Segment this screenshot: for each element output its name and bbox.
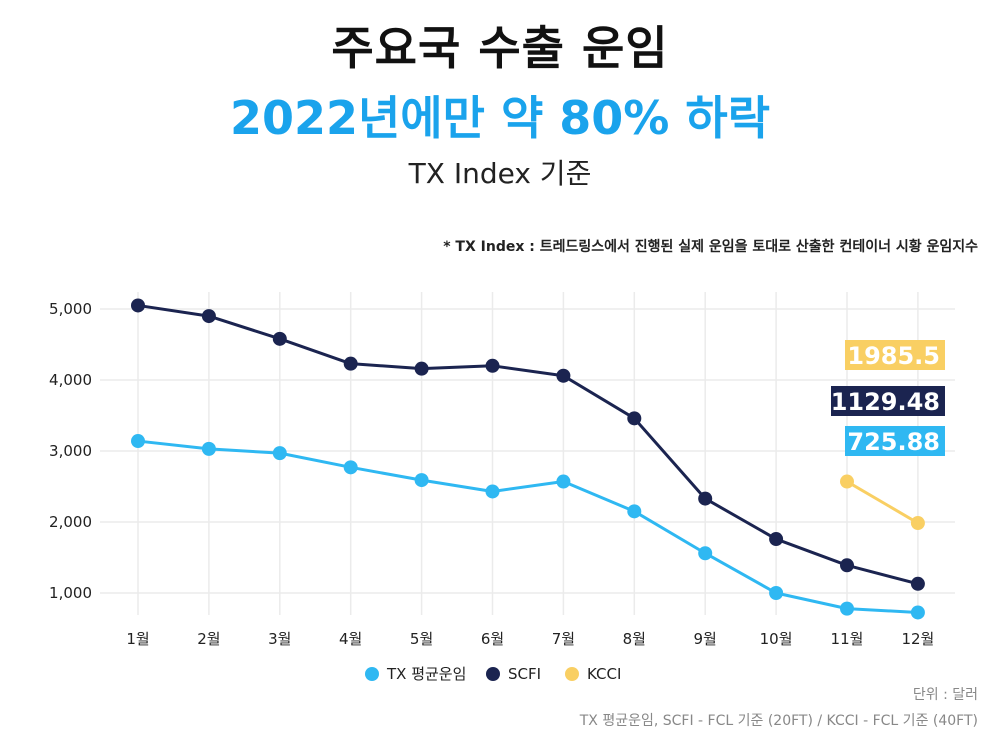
end-value-label: 1129.48 — [831, 388, 940, 416]
data-point — [698, 491, 713, 506]
data-point — [698, 546, 713, 561]
data-point — [201, 441, 216, 456]
data-point — [272, 331, 287, 346]
data-point — [769, 532, 784, 547]
legend-marker — [365, 667, 379, 681]
data-point — [343, 356, 358, 371]
unit-label: 단위 : 달러 — [912, 687, 978, 703]
data-point — [485, 484, 500, 499]
y-tick-label: 2,000 — [49, 513, 92, 531]
data-point — [556, 474, 571, 489]
data-point — [131, 434, 145, 449]
x-tick-label: 9월 — [694, 630, 717, 648]
series-line — [137, 303, 919, 586]
x-tick-label: 3월 — [268, 630, 291, 648]
data-point — [414, 361, 429, 376]
legend-marker — [486, 667, 500, 681]
data-point — [627, 411, 642, 426]
end-value-badge — [845, 340, 945, 370]
data-point — [910, 576, 925, 591]
data-point — [414, 473, 429, 488]
x-tick-label: 12월 — [901, 630, 934, 648]
x-tick-label: 1월 — [126, 630, 149, 648]
end-value-badge — [845, 426, 945, 456]
y-tick-label: 4,000 — [49, 371, 92, 389]
index-note: * TX Index : 트레드링스에서 진행된 실제 운임을 토대로 산출한 … — [443, 239, 978, 255]
chart-title: 주요국 수출 운임 — [331, 21, 669, 75]
data-point — [343, 460, 358, 475]
legend-label: KCCI — [587, 665, 621, 683]
y-tick-label: 3,000 — [49, 442, 92, 460]
x-tick-label: 8월 — [623, 630, 646, 648]
y-tick-label: 5,000 — [49, 300, 92, 318]
x-tick-label: 2월 — [197, 630, 220, 648]
series-line — [846, 480, 919, 525]
data-point — [769, 586, 784, 600]
data-point — [910, 516, 925, 531]
x-tick-label: 11월 — [831, 630, 864, 648]
chart-subtitle: 2022년에만 약 80% 하락 — [229, 91, 771, 145]
data-point — [556, 368, 571, 383]
x-tick-label: 5월 — [410, 630, 433, 648]
index-basis-label: TX Index 기준 — [408, 157, 592, 190]
x-tick-label: 4월 — [339, 630, 362, 648]
end-value-label: 1985.5 — [847, 342, 940, 370]
data-point — [201, 309, 216, 324]
data-point — [131, 298, 145, 313]
data-point — [272, 446, 287, 461]
data-point — [840, 558, 854, 573]
data-point — [627, 504, 642, 519]
legend-label: TX 평균운임 — [386, 665, 466, 683]
x-tick-label: 6월 — [481, 630, 504, 648]
data-point — [840, 601, 854, 616]
end-value-label: 725.88 — [847, 428, 940, 456]
series-line — [137, 439, 918, 614]
y-tick-label: 1,000 — [49, 584, 92, 602]
x-tick-label: 10월 — [760, 630, 793, 648]
data-point — [910, 605, 925, 620]
legend-marker — [565, 667, 579, 681]
legend-label: SCFI — [508, 665, 541, 683]
end-value-badge — [831, 386, 945, 416]
data-point — [485, 358, 500, 373]
data-point — [840, 474, 854, 489]
source-label: TX 평균운임, SCFI - FCL 기준 (20FT) / KCCI - F… — [579, 713, 978, 729]
x-tick-label: 7월 — [552, 630, 575, 648]
